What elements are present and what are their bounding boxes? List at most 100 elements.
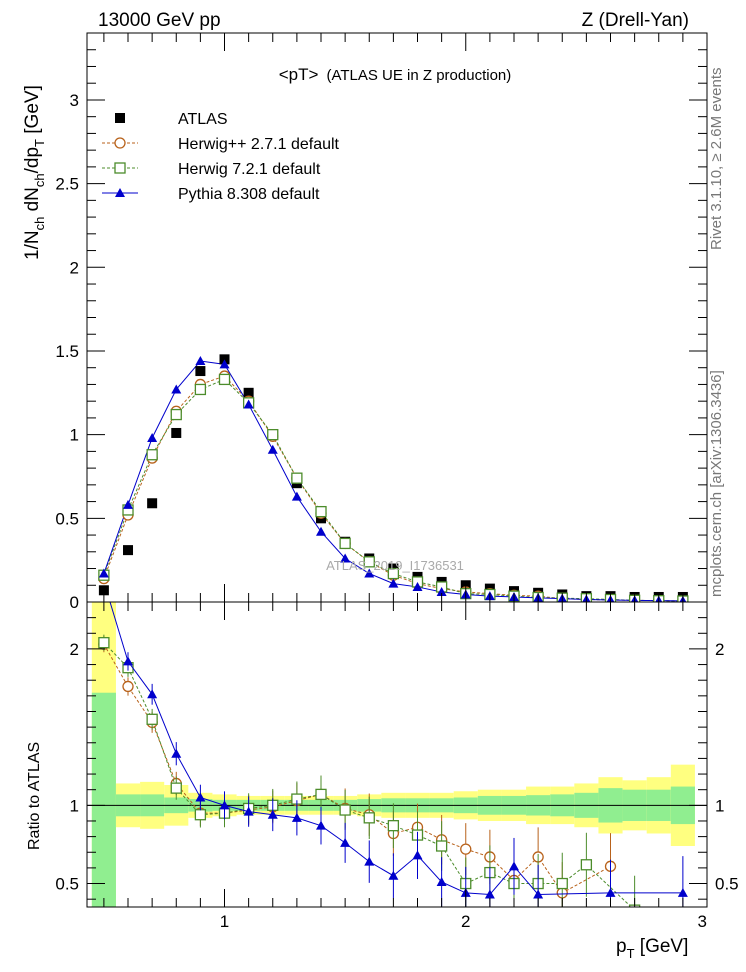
ratio-y-tick-label: 0.5 <box>55 875 79 894</box>
main-panel: 0 0.5 1 1.5 2 2.5 3 <pT> (ATLAS UE in Z product… <box>55 32 708 612</box>
legend: ATLAS Herwig++ 2.7.1 default Herwig 7.2.1 … <box>102 111 340 203</box>
ratio-point-pythia-8-308-default <box>123 656 134 666</box>
point-atlas <box>219 354 230 365</box>
point-herwig-7-2-1-default <box>194 383 207 396</box>
ratio-point-pythia-8-308-default <box>436 876 447 886</box>
point-atlas <box>98 585 109 596</box>
main-y-tick-label: 1.5 <box>55 342 79 361</box>
point-pythia-8-308-default <box>436 586 447 596</box>
point-pythia-8-308-default <box>219 359 230 369</box>
point-herwig-7-2-1-default <box>146 449 158 461</box>
legend-label: ATLAS <box>178 111 228 128</box>
point-pythia-8-308-default <box>388 578 399 588</box>
ratio-point-pythia-8-308-default <box>677 887 688 897</box>
point-herwig-7-2-1-default <box>170 408 182 421</box>
point-atlas <box>171 427 182 438</box>
analysis-watermark: ATLAS_2019_I1736531 <box>326 558 464 573</box>
ratio-point-herwig-2-7-1-default <box>460 843 472 855</box>
point-pythia-8-308-default <box>123 499 134 509</box>
main-y-tick-label: 0.5 <box>55 509 79 528</box>
ratio-y-tick-label-right: 0.5 <box>715 875 739 894</box>
ratio-panel: 0.5 0.5 1 1 2 2 1 2 3 Ratio to ATLAS <box>26 601 739 931</box>
ratio-point-herwig-7-2-1-default <box>194 809 207 821</box>
point-pythia-8-308-default <box>98 568 109 578</box>
legend-marker <box>114 162 126 174</box>
ratio-point-pythia-8-308-default <box>291 812 302 822</box>
main-y-tick-label: 0 <box>70 593 79 612</box>
ratio-point-pythia-8-308-default <box>340 837 351 847</box>
ratio-point-herwig-2-7-1-default <box>122 680 134 693</box>
x-tick-label: 1 <box>220 912 229 931</box>
ratio-frame <box>86 601 708 908</box>
legend-label: Herwig 7.2.1 default <box>178 161 321 178</box>
legend-marker <box>115 113 125 123</box>
ratio-point-pythia-8-308-default <box>316 820 327 830</box>
ratio-point-herwig-7-2-1-default <box>435 840 448 852</box>
ratio-point-herwig-7-2-1-default <box>146 713 158 725</box>
point-atlas <box>123 545 134 556</box>
main-y-tick-label: 1 <box>70 426 79 445</box>
legend-marker <box>115 188 125 197</box>
x-axis-label: pT [GeV] <box>616 936 688 961</box>
ratio-point-herwig-7-2-1-default <box>387 820 400 832</box>
ratio-point-herwig-7-2-1-default <box>363 812 375 824</box>
ratio-line-herwig-7-2-1-default <box>103 642 633 907</box>
process-label: Z (Drell-Yan) <box>582 10 689 31</box>
point-pythia-8-308-default <box>147 432 158 442</box>
rivet-label: Rivet 3.1.10, ≥ 2.6M events <box>708 68 725 251</box>
point-herwig-7-2-1-default <box>267 428 279 441</box>
mcplots-label: mcplots.cern.ch [arXiv:1306.3436] <box>708 370 725 597</box>
point-pythia-8-308-default <box>316 526 327 536</box>
point-herwig-7-2-1-default <box>339 537 351 550</box>
ratio-point-pythia-8-308-default <box>364 856 375 866</box>
main-y-tick-label: 2 <box>70 258 79 277</box>
uncertainty-band-stat <box>91 692 116 907</box>
y-axis-label: 1/Nch dNch/dpT [GeV] <box>22 85 47 260</box>
ratio-point-pythia-8-308-default <box>509 861 520 871</box>
point-atlas <box>147 498 158 509</box>
main-y-tick-label: 3 <box>70 91 79 110</box>
x-tick-label: 3 <box>698 912 707 931</box>
ratio-point-pythia-8-308-default <box>219 800 230 810</box>
x-tick-label: 2 <box>461 912 470 931</box>
ratio-point-herwig-7-2-1-default <box>170 782 182 794</box>
ratio-y-tick-label: 1 <box>70 796 79 815</box>
ratio-point-pythia-8-308-default <box>171 748 182 758</box>
point-pythia-8-308-default <box>364 568 375 578</box>
point-pythia-8-308-default <box>171 384 182 394</box>
ratio-point-herwig-7-2-1-default <box>98 637 110 649</box>
ratio-point-pythia-8-308-default <box>147 689 158 699</box>
point-pythia-8-308-default <box>243 399 254 409</box>
legend-label: Pythia 8.308 default <box>178 186 320 203</box>
point-herwig-7-2-1-default <box>315 505 327 518</box>
point-herwig-7-2-1-default <box>363 556 375 568</box>
ratio-point-pythia-8-308-default <box>388 870 399 880</box>
main-title: <pT> (ATLAS UE in Z production) <box>279 65 512 84</box>
ratio-point-pythia-8-308-default <box>533 889 544 899</box>
point-herwig-7-2-1-default <box>218 373 231 386</box>
ratio-point-herwig-7-2-1-default <box>315 788 327 801</box>
point-herwig-7-2-1-default <box>387 567 400 580</box>
point-pythia-8-308-default <box>195 356 206 366</box>
ratio-y-tick-label-right: 2 <box>715 640 724 659</box>
ratio-point-herwig-7-2-1-default <box>556 877 568 890</box>
legend-label: Herwig++ 2.7.1 default <box>178 136 340 153</box>
point-atlas <box>195 366 206 377</box>
ratio-point-pythia-8-308-default <box>484 889 495 899</box>
main-y-tick-label: 2.5 <box>55 175 79 194</box>
ratio-y-tick-label: 2 <box>70 640 79 659</box>
ratio-point-pythia-8-308-default <box>605 887 616 897</box>
point-atlas <box>243 387 254 398</box>
energy-label: 13000 GeV pp <box>98 10 221 31</box>
point-pythia-8-308-default <box>412 581 423 591</box>
main-title-main: <pT> <box>279 65 319 84</box>
ratio-y-axis-label: Ratio to ATLAS <box>26 742 43 850</box>
legend-marker <box>114 137 126 149</box>
ratio-point-herwig-7-2-1-default <box>339 804 351 816</box>
ratio-point-pythia-8-308-default <box>267 809 278 819</box>
point-pythia-8-308-default <box>267 444 278 454</box>
ratio-point-pythia-8-308-default <box>412 850 423 860</box>
point-pythia-8-308-default <box>340 553 351 563</box>
main-title-subtitle: (ATLAS UE in Z production) <box>326 67 511 84</box>
